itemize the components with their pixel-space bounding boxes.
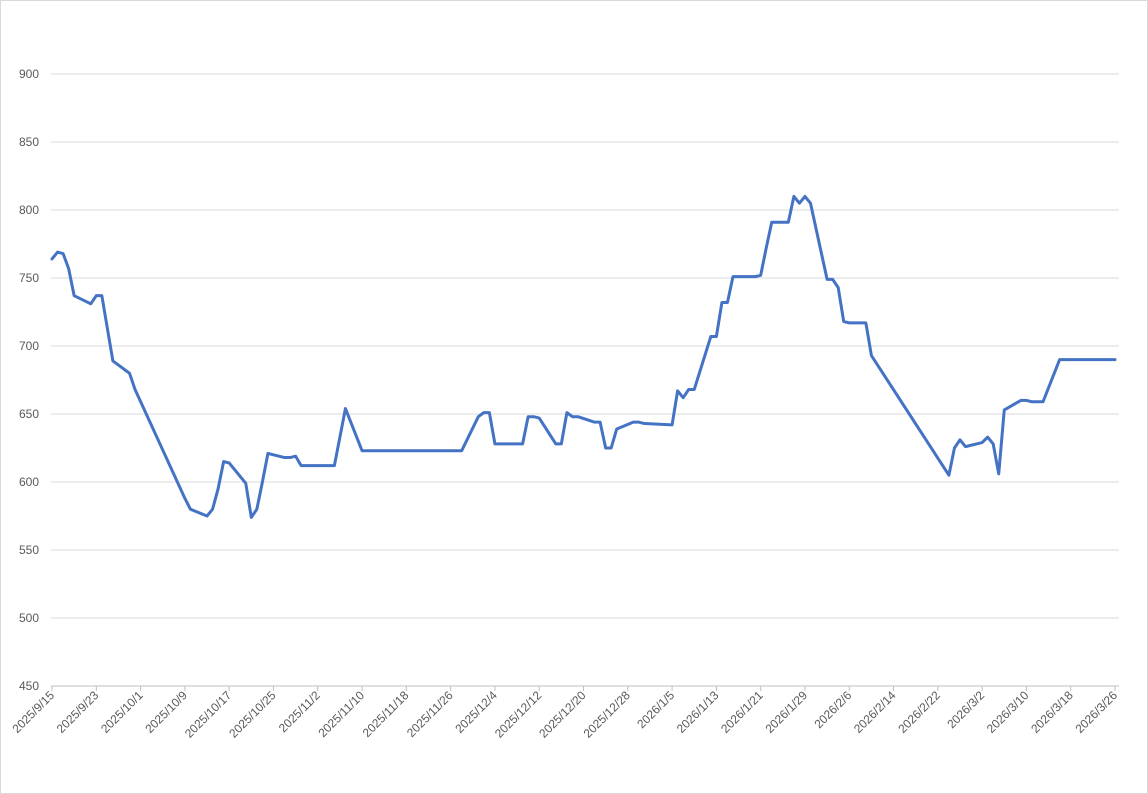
y-tick-label: 900 bbox=[19, 67, 39, 81]
x-tick-label: 2025/11/18 bbox=[360, 688, 412, 740]
y-tick-label: 750 bbox=[19, 271, 39, 285]
x-tick-label: 2025/10/17 bbox=[182, 688, 235, 741]
x-tick-label: 2026/2/14 bbox=[851, 688, 899, 736]
x-tick-label: 2026/2/6 bbox=[811, 688, 854, 731]
x-tick-label: 2025/11/10 bbox=[315, 688, 367, 740]
x-tick-label: 2025/12/20 bbox=[536, 688, 589, 741]
y-tick-label: 700 bbox=[19, 339, 39, 353]
x-tick-label: 2025/10/25 bbox=[226, 688, 279, 741]
x-tick-label: 2026/3/2 bbox=[944, 688, 987, 731]
x-tick-label: 2026/1/5 bbox=[634, 688, 677, 731]
x-tick-label: 2026/2/22 bbox=[895, 688, 943, 736]
y-tick-label: 850 bbox=[19, 135, 39, 149]
x-tick-label: 2026/1/29 bbox=[762, 688, 810, 736]
y-tick-label: 500 bbox=[19, 611, 39, 625]
y-tick-label: 450 bbox=[19, 679, 39, 693]
x-tick-label: 2025/12/28 bbox=[581, 688, 634, 741]
data-line bbox=[50, 194, 1117, 519]
x-tick-label: 2025/9/23 bbox=[54, 688, 102, 736]
x-tick-label: 2026/3/10 bbox=[984, 688, 1032, 736]
x-tick-label: 2026/1/21 bbox=[718, 688, 766, 736]
x-tick-label: 2026/3/18 bbox=[1028, 688, 1076, 736]
y-tick-label: 800 bbox=[19, 203, 39, 217]
x-tick-label: 2025/12/12 bbox=[492, 688, 545, 741]
y-tick-label: 650 bbox=[19, 407, 39, 421]
x-tick-label: 2026/3/26 bbox=[1072, 688, 1120, 736]
x-tick-label: 2025/10/1 bbox=[98, 688, 146, 736]
x-tick-label: 2025/9/15 bbox=[9, 688, 57, 736]
x-tick-label: 2026/1/13 bbox=[674, 688, 722, 736]
x-tick-label: 2025/11/26 bbox=[404, 688, 456, 740]
y-tick-label: 550 bbox=[19, 543, 39, 557]
y-tick-label: 600 bbox=[19, 475, 39, 489]
